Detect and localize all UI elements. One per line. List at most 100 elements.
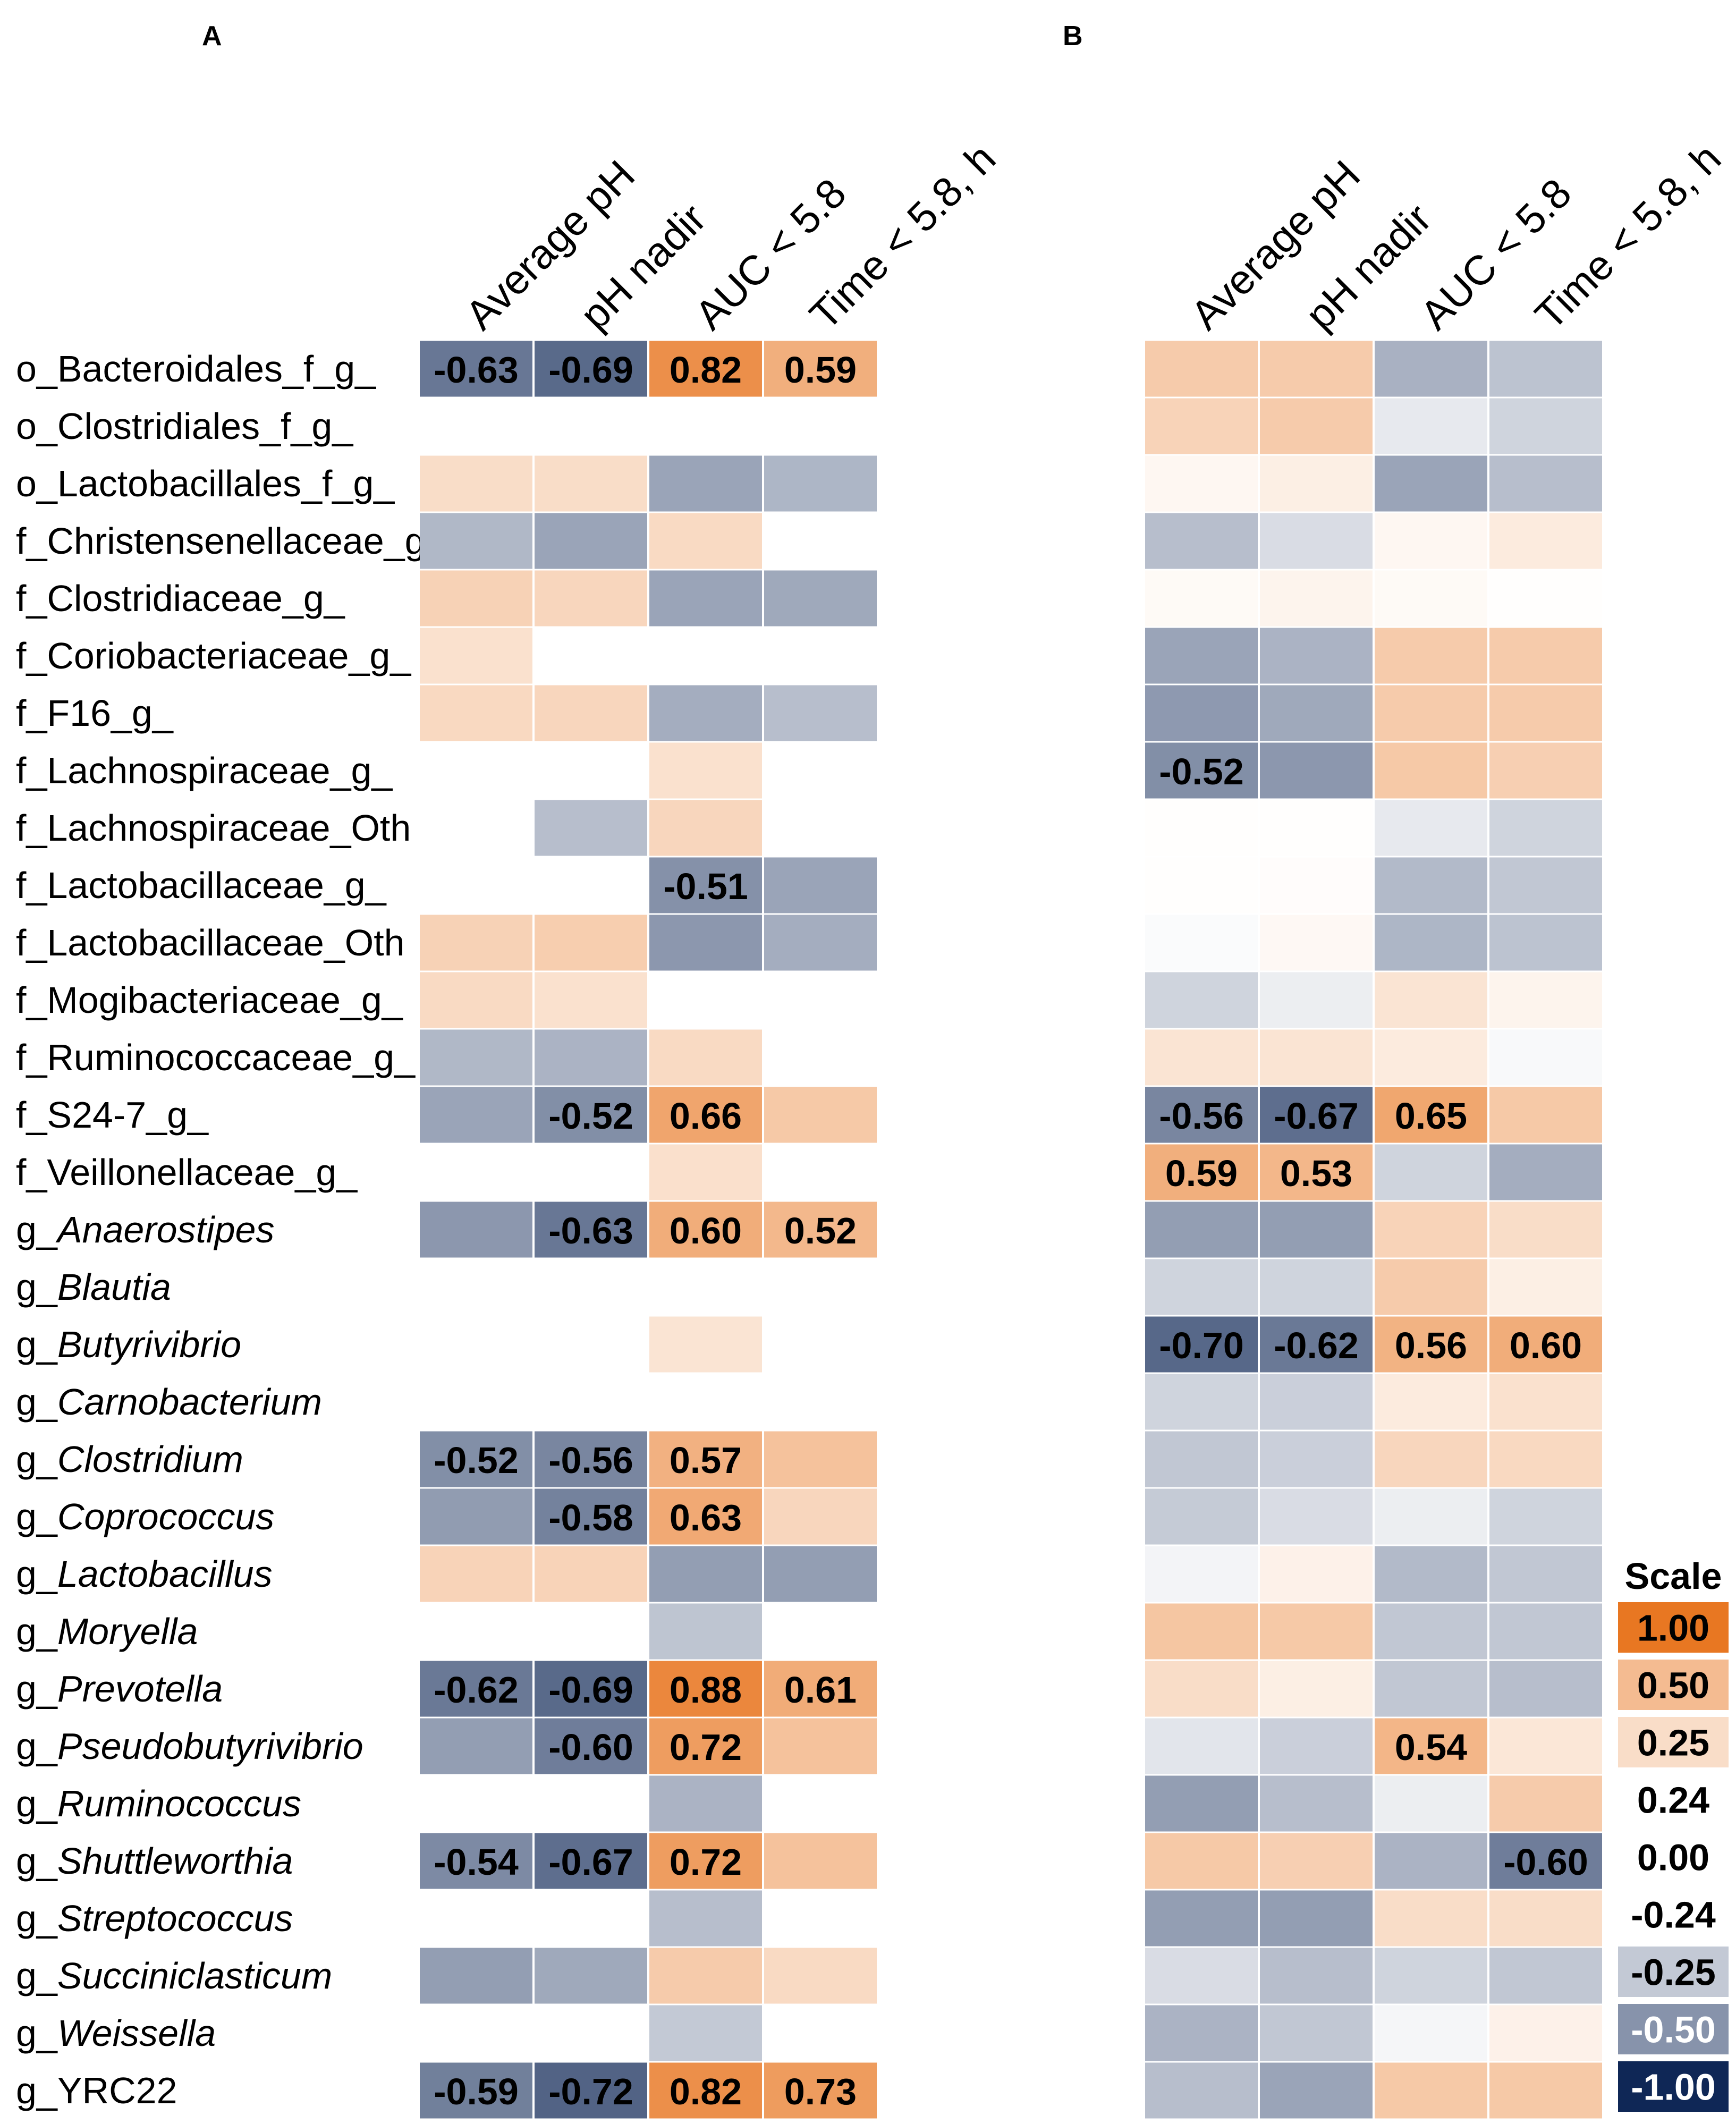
- heatmap-cell: [535, 2062, 647, 2119]
- heatmap-cell: [764, 1201, 877, 1258]
- heatmap-cell: [1489, 857, 1602, 913]
- scale-label: 0.24: [1637, 1780, 1709, 1821]
- heatmap-cell: [1260, 513, 1373, 569]
- heatmap-cell: [649, 570, 762, 627]
- heatmap-cell: [764, 1431, 877, 1487]
- scale-swatch: [1618, 1602, 1729, 1653]
- heatmap-cell: [764, 1661, 877, 1717]
- heatmap-cell: [1489, 513, 1602, 569]
- heatmap-cell: [1145, 1603, 1258, 1660]
- panel-label-a: A: [202, 21, 222, 52]
- heatmap-cell: [1145, 742, 1258, 799]
- heatmap-cell: [420, 570, 532, 627]
- cell-value-label: 0.60: [1510, 1325, 1582, 1366]
- heatmap-cell: [1489, 1316, 1602, 1373]
- heatmap-cell: [1375, 972, 1487, 1028]
- heatmap-cell: [1145, 398, 1258, 454]
- heatmap-cell: [1489, 1374, 1602, 1430]
- heatmap-cell: [1375, 1603, 1487, 1660]
- cell-value-label: -0.52: [434, 1440, 519, 1481]
- scale-label: 0.00: [1637, 1837, 1709, 1878]
- heatmap-cell: [1375, 1431, 1487, 1487]
- heatmap-cell: [535, 1201, 647, 1258]
- heatmap-cell: [1260, 570, 1373, 627]
- heatmap-cell: [649, 1718, 762, 1774]
- cell-value-label: -0.52: [1159, 751, 1244, 792]
- scale-label: 1.00: [1637, 1607, 1709, 1649]
- heatmap-cell: [1145, 1661, 1258, 1717]
- heatmap-cell: [649, 455, 762, 512]
- heatmap-cell: [649, 1890, 762, 1947]
- cell-value-label: -0.60: [548, 1727, 633, 1768]
- row-label-g-weissella: g_Weissella: [16, 2012, 216, 2054]
- heatmap-cell: [420, 915, 532, 971]
- cell-value-label: -0.67: [1274, 1095, 1359, 1137]
- heatmap-cell: [1145, 1890, 1258, 1947]
- heatmap-cell: [1375, 1546, 1487, 1602]
- row-label-g-coprococcus: g_Coprococcus: [16, 1496, 274, 1537]
- heatmap-cell: [1375, 1201, 1487, 1258]
- heatmap-cell: [420, 341, 532, 397]
- heatmap-cell: [1489, 685, 1602, 741]
- cell-value-label: 0.66: [670, 1095, 742, 1137]
- heatmap-cell: [1145, 1374, 1258, 1430]
- heatmap-cell: [649, 1546, 762, 1602]
- heatmap-cell: [1145, 341, 1258, 397]
- heatmap-cell: [764, 1718, 877, 1774]
- heatmap-cell: [1145, 1316, 1258, 1373]
- heatmap-cell: [649, 1603, 762, 1660]
- row-labels: o_Bacteroidales_f_g_ o_Clostridiales_f_g_…: [16, 348, 447, 2111]
- heatmap-cell: [649, 800, 762, 856]
- row-label-f-christensenellaceae-g: f_Christensenellaceae_g_: [16, 520, 447, 562]
- row-label-f-veillonellaceae-g: f_Veillonellaceae_g_: [16, 1152, 358, 1193]
- heatmap-cell: [1145, 857, 1258, 913]
- cell-value-label: 0.59: [784, 349, 857, 391]
- scale-swatch: [1618, 1947, 1729, 1997]
- heatmap-cell: [1489, 1546, 1602, 1602]
- heatmap-cell: [1260, 742, 1373, 799]
- heatmap-cell: [1145, 1488, 1258, 1545]
- cell-value-label: 0.60: [670, 1210, 742, 1251]
- row-label-g-ruminococcus: g_Ruminococcus: [16, 1783, 301, 1824]
- heatmap-cell: [420, 2062, 532, 2119]
- heatmap-cell: [420, 1833, 532, 1889]
- heatmap-cell: [1375, 685, 1487, 741]
- heatmap-cell: [1260, 1316, 1373, 1373]
- heatmap-cell: [1489, 2005, 1602, 2061]
- row-label-o-lactobacillales-f-g: o_Lactobacillales_f_g_: [16, 463, 395, 504]
- heatmap-cell: [1489, 1201, 1602, 1258]
- heatmap-cell: [535, 1718, 647, 1774]
- heatmap-cell: [764, 1488, 877, 1545]
- heatmap-cell: [1489, 1833, 1602, 1889]
- heatmap-cell: [1489, 1603, 1602, 1660]
- heatmap-cell: [1260, 1833, 1373, 1889]
- row-label-f-coriobacteriaceae-g: f_Coriobacteriaceae_g_: [16, 635, 411, 676]
- cell-value-label: -0.70: [1159, 1325, 1244, 1366]
- heatmap-cell: [1489, 1029, 1602, 1086]
- row-label-g-clostridium: g_Clostridium: [16, 1438, 243, 1480]
- cell-value-label: -0.63: [434, 349, 519, 391]
- heatmap-cell: [649, 1948, 762, 2004]
- cell-value-label: 0.72: [670, 1727, 742, 1768]
- heatmap-cell: [1145, 1259, 1258, 1315]
- heatmap-cell: [1375, 513, 1487, 569]
- heatmap-cell: [535, 1546, 647, 1602]
- heatmap-cell: [1145, 455, 1258, 512]
- heatmap-cell: [1260, 1661, 1373, 1717]
- heatmap-cell: [649, 1775, 762, 1832]
- heatmap-cell: [649, 1431, 762, 1487]
- heatmap-cell: [1489, 628, 1602, 684]
- heatmap-cell: [1260, 1374, 1373, 1430]
- heatmap-cell: [764, 455, 877, 512]
- heatmap-cell: [420, 685, 532, 741]
- heatmap-cell: [420, 1661, 532, 1717]
- heatmap-cell: [1375, 915, 1487, 971]
- heatmap-cell: [420, 1546, 532, 1602]
- heatmap-cell: [1489, 2062, 1602, 2119]
- heatmap-cell: [649, 685, 762, 741]
- heatmap-cell: [535, 1833, 647, 1889]
- row-label-g-shuttleworthia: g_Shuttleworthia: [16, 1840, 293, 1882]
- heatmap-cell: [535, 1488, 647, 1545]
- heatmap-cell: [535, 1661, 647, 1717]
